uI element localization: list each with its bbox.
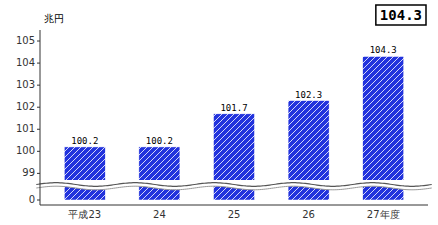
data-label: 100.2 xyxy=(146,136,173,146)
data-label: 104.3 xyxy=(370,45,397,55)
data-label: 100.2 xyxy=(71,136,98,146)
chart: 99 100 101 102 103 104 105 0 平成23 24 25 26 27年度 100.2… xyxy=(0,0,438,225)
y-tick xyxy=(37,107,40,108)
bar xyxy=(64,147,105,200)
x-tick-label: 25 xyxy=(228,209,241,220)
annotation-box xyxy=(376,5,426,25)
y-tick-label: 102 xyxy=(16,101,35,112)
annotation-text: 104.3 xyxy=(380,7,422,23)
x-tick-label: 26 xyxy=(302,209,315,220)
bars xyxy=(64,56,404,200)
y-tick xyxy=(37,85,40,86)
y-axis-label: 兆円 xyxy=(44,13,64,24)
data-label: 102.3 xyxy=(295,90,322,100)
axis-break-mask xyxy=(36,180,431,190)
data-label: 101.7 xyxy=(220,103,247,113)
y-tick-label: 104 xyxy=(16,57,35,68)
y-tick xyxy=(37,41,40,42)
x-tick-label: 24 xyxy=(153,209,166,220)
bar xyxy=(139,147,180,200)
y-tick xyxy=(37,63,40,64)
y-tick xyxy=(37,129,40,130)
bar xyxy=(363,56,404,200)
y-tick-label: 0 xyxy=(29,194,35,205)
y-tick xyxy=(37,200,40,201)
y-tick xyxy=(37,151,40,152)
y-tick-label: 100 xyxy=(16,145,35,156)
annotation: 104.3 xyxy=(376,5,426,25)
x-tick-label: 27年度 xyxy=(367,209,400,220)
y-axis xyxy=(40,30,41,205)
axis-break-wave xyxy=(36,186,431,190)
y-tick-label: 103 xyxy=(16,79,35,90)
x-axis xyxy=(40,205,428,206)
y-tick-label: 101 xyxy=(16,123,35,134)
y-tick-label: 99 xyxy=(22,167,35,178)
y-tick-label: 105 xyxy=(16,35,35,46)
x-tick-label: 平成23 xyxy=(68,209,101,220)
y-tick xyxy=(37,173,40,174)
